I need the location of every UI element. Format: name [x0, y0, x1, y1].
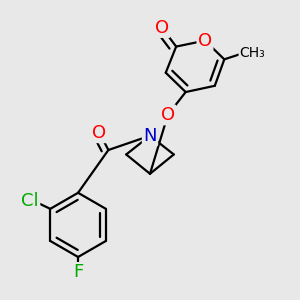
Text: F: F	[73, 263, 83, 281]
Text: O: O	[161, 106, 175, 124]
Text: O: O	[198, 32, 212, 50]
Text: O: O	[155, 19, 169, 37]
Text: O: O	[92, 124, 106, 142]
Text: N: N	[143, 127, 157, 145]
Text: CH₃: CH₃	[240, 46, 266, 59]
Text: Cl: Cl	[21, 191, 39, 209]
